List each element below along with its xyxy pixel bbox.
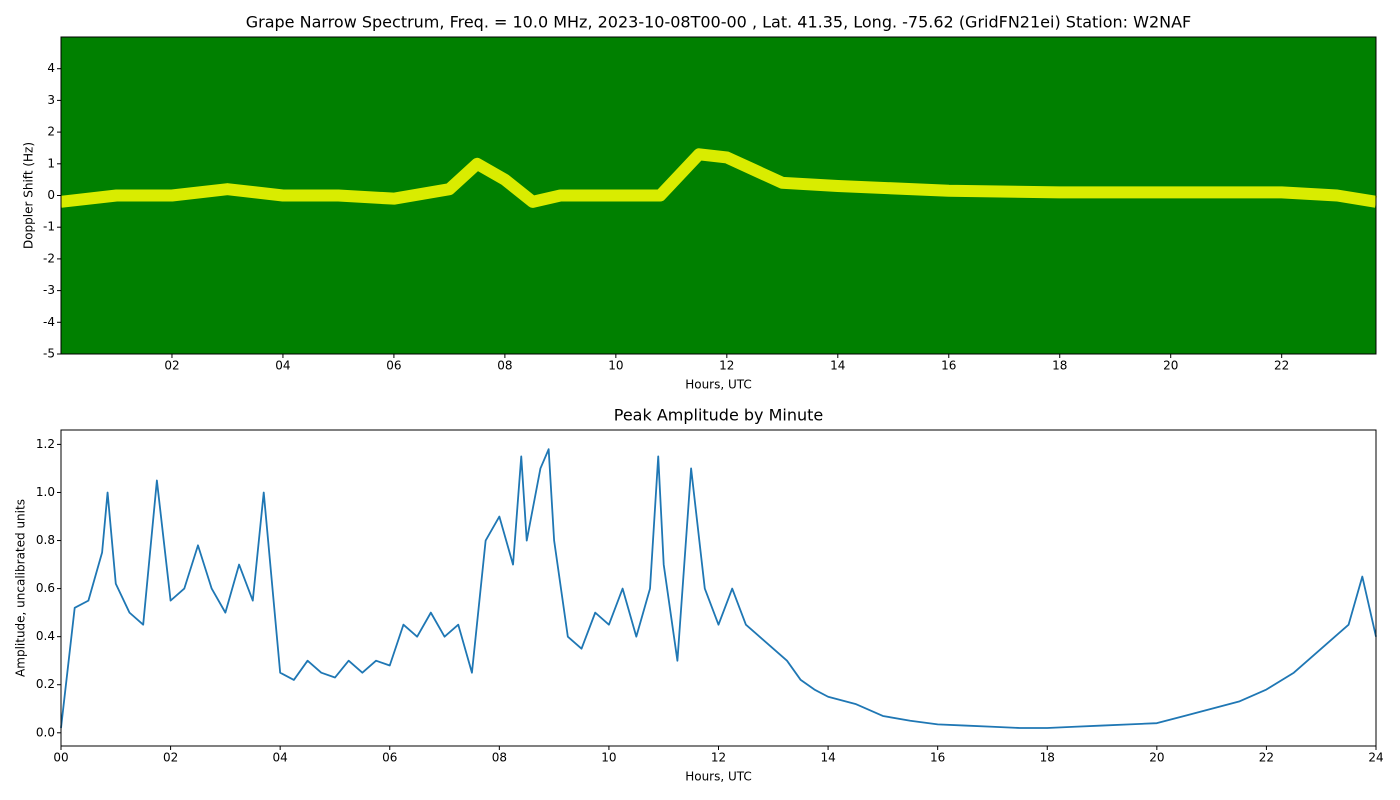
chart-title: Peak Amplitude by Minute [614, 406, 824, 425]
x-tick-label: 02 [163, 751, 178, 765]
x-tick-label: 14 [830, 359, 845, 373]
y-axis-label: Doppler Shift (Hz) [22, 142, 36, 249]
y-tick-label: 2 [47, 125, 55, 139]
y-tick-label: 1.2 [36, 437, 55, 451]
y-tick-label: 0 [47, 188, 55, 202]
x-tick-label: 18 [1040, 751, 1055, 765]
x-tick-label: 10 [608, 359, 623, 373]
y-tick-label: 0.2 [36, 677, 55, 691]
x-tick-label: 04 [273, 751, 288, 765]
y-tick-label: -3 [43, 283, 55, 297]
chart-title: Grape Narrow Spectrum, Freq. = 10.0 MHz,… [246, 13, 1192, 32]
x-tick-label: 06 [382, 751, 397, 765]
y-tick-label: 1 [47, 156, 55, 170]
x-tick-label: 10 [601, 751, 616, 765]
x-tick-label: 06 [386, 359, 401, 373]
x-tick-label: 04 [275, 359, 290, 373]
x-axis-label: Hours, UTC [685, 378, 752, 392]
x-tick-label: 08 [492, 751, 507, 765]
x-tick-label: 18 [1052, 359, 1067, 373]
y-tick-label: -5 [43, 347, 55, 361]
x-tick-label: 00 [53, 751, 68, 765]
x-tick-label: 24 [1368, 751, 1383, 765]
x-tick-label: 12 [711, 751, 726, 765]
x-tick-label: 16 [930, 751, 945, 765]
x-tick-label: 22 [1274, 359, 1289, 373]
y-tick-label: 0.6 [36, 581, 55, 595]
x-tick-label: 22 [1259, 751, 1274, 765]
plot-frame [60, 429, 1377, 747]
y-tick-label: -4 [43, 315, 55, 329]
x-tick-label: 08 [497, 359, 512, 373]
y-tick-label: 1.0 [36, 485, 55, 499]
y-axis-label: Amplitude, uncalibrated units [14, 499, 28, 677]
y-tick-label: 0.0 [36, 725, 55, 739]
x-tick-label: 20 [1149, 751, 1164, 765]
y-tick-label: 0.4 [36, 629, 55, 643]
y-tick-label: 3 [47, 93, 55, 107]
y-tick-label: 4 [47, 61, 55, 75]
x-tick-label: 14 [820, 751, 835, 765]
x-tick-label: 16 [941, 359, 956, 373]
y-tick-label: -2 [43, 251, 55, 265]
amplitude-line [60, 448, 1377, 729]
x-tick-label: 02 [164, 359, 179, 373]
y-tick-label: 0.8 [36, 533, 55, 547]
x-tick-label: 20 [1163, 359, 1178, 373]
x-axis-label: Hours, UTC [685, 770, 752, 784]
y-tick-label: -1 [43, 220, 55, 234]
x-tick-label: 12 [719, 359, 734, 373]
doppler-trace [60, 148, 1377, 208]
